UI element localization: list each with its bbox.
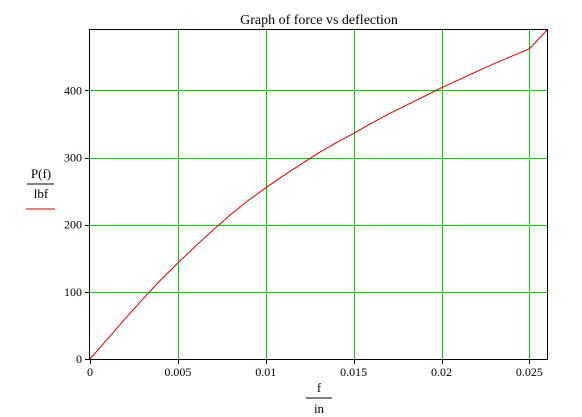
x-tick-label: 0.005 [164, 365, 191, 379]
x-axis-label: f in [306, 380, 332, 416]
y-tick-label: 400 [64, 83, 82, 97]
series-line [89, 29, 548, 360]
y-tick-label: 0 [76, 352, 82, 366]
y-tick-labels: 0 100 200 300 400 [64, 83, 90, 366]
y-tick-label: 100 [64, 285, 82, 299]
chart-title: Graph of force vs deflection [240, 13, 398, 28]
grid-lines [90, 30, 547, 359]
x-axis-label-denominator: in [314, 401, 325, 416]
plot-frame [89, 29, 548, 360]
x-tick-label: 0.01 [255, 365, 276, 379]
x-tick-label: 0 [87, 365, 93, 379]
x-tick-label: 0.015 [340, 365, 367, 379]
y-axis-label: P(f) lbf [26, 166, 55, 210]
x-axis-label-numerator: f [317, 380, 322, 395]
x-tick-label: 0.025 [516, 365, 543, 379]
y-axis-label-numerator: P(f) [31, 166, 51, 181]
y-tick-label: 200 [64, 218, 82, 232]
x-tick-label: 0.02 [431, 365, 452, 379]
y-axis-label-denominator: lbf [34, 186, 49, 201]
x-tick-labels: 0 0.005 0.01 0.015 0.02 0.025 [87, 359, 543, 379]
series-line-group [89, 29, 548, 360]
y-tick-label: 300 [64, 151, 82, 165]
